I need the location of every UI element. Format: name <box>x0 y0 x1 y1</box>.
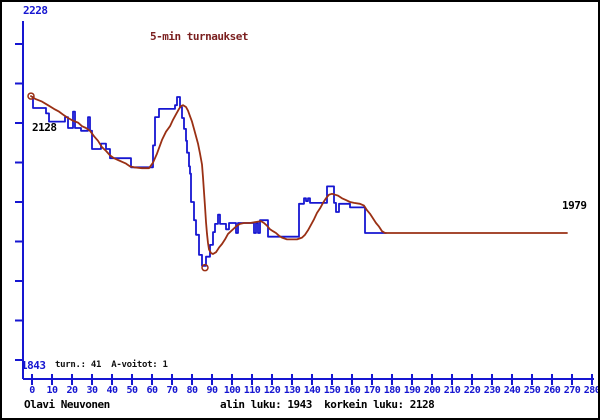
y-axis-max-label: 2228 <box>23 4 48 17</box>
x-axis-tick-labels: 0 10 20 30 40 50 60 70 80 90 100 110 120 130 140 150 160… <box>2 385 600 398</box>
x-tick-label: 20 <box>66 385 78 396</box>
stats-label: turn.: 41 A-voitot: 1 <box>55 360 168 370</box>
x-tick-label: 280 <box>583 385 600 396</box>
final-value-label: 1979 <box>562 199 587 212</box>
chart-title: 5-min turnaukset <box>150 30 248 43</box>
start-value-label: 2128 <box>32 121 57 134</box>
footer-author: Olavi Neuvonen <box>24 398 110 411</box>
x-tick-label: 200 <box>423 385 441 396</box>
x-tick-label: 210 <box>443 385 461 396</box>
x-tick-label: 110 <box>243 385 261 396</box>
x-tick-label: 40 <box>106 385 118 396</box>
x-tick-label: 0 <box>29 385 35 396</box>
x-tick-label: 250 <box>523 385 541 396</box>
x-tick-label: 220 <box>463 385 481 396</box>
x-tick-label: 150 <box>323 385 341 396</box>
x-tick-label: 120 <box>263 385 281 396</box>
start-marker <box>27 92 35 100</box>
x-tick-label: 50 <box>126 385 138 396</box>
x-tick-label: 190 <box>403 385 421 396</box>
x-tick-label: 100 <box>223 385 241 396</box>
x-tick-label: 180 <box>383 385 401 396</box>
x-tick-label: 60 <box>146 385 158 396</box>
x-tick-label: 260 <box>543 385 561 396</box>
x-tick-label: 230 <box>483 385 501 396</box>
x-tick-label: 240 <box>503 385 521 396</box>
low-marker <box>201 263 209 272</box>
rating-per-tournament-line <box>32 96 387 267</box>
x-tick-label: 170 <box>363 385 381 396</box>
x-tick-label: 270 <box>563 385 581 396</box>
x-tick-label: 140 <box>303 385 321 396</box>
footer-minmax: alin luku: 1943 korkein luku: 2128 <box>220 398 435 411</box>
x-tick-label: 160 <box>343 385 361 396</box>
trend-line <box>30 95 568 255</box>
x-tick-label: 90 <box>206 385 218 396</box>
x-tick-label: 130 <box>283 385 301 396</box>
y-axis-min-label: 1843 <box>21 359 46 372</box>
x-tick-label: 80 <box>186 385 198 396</box>
x-tick-label: 30 <box>86 385 98 396</box>
x-tick-label: 10 <box>46 385 58 396</box>
x-tick-label: 70 <box>166 385 178 396</box>
